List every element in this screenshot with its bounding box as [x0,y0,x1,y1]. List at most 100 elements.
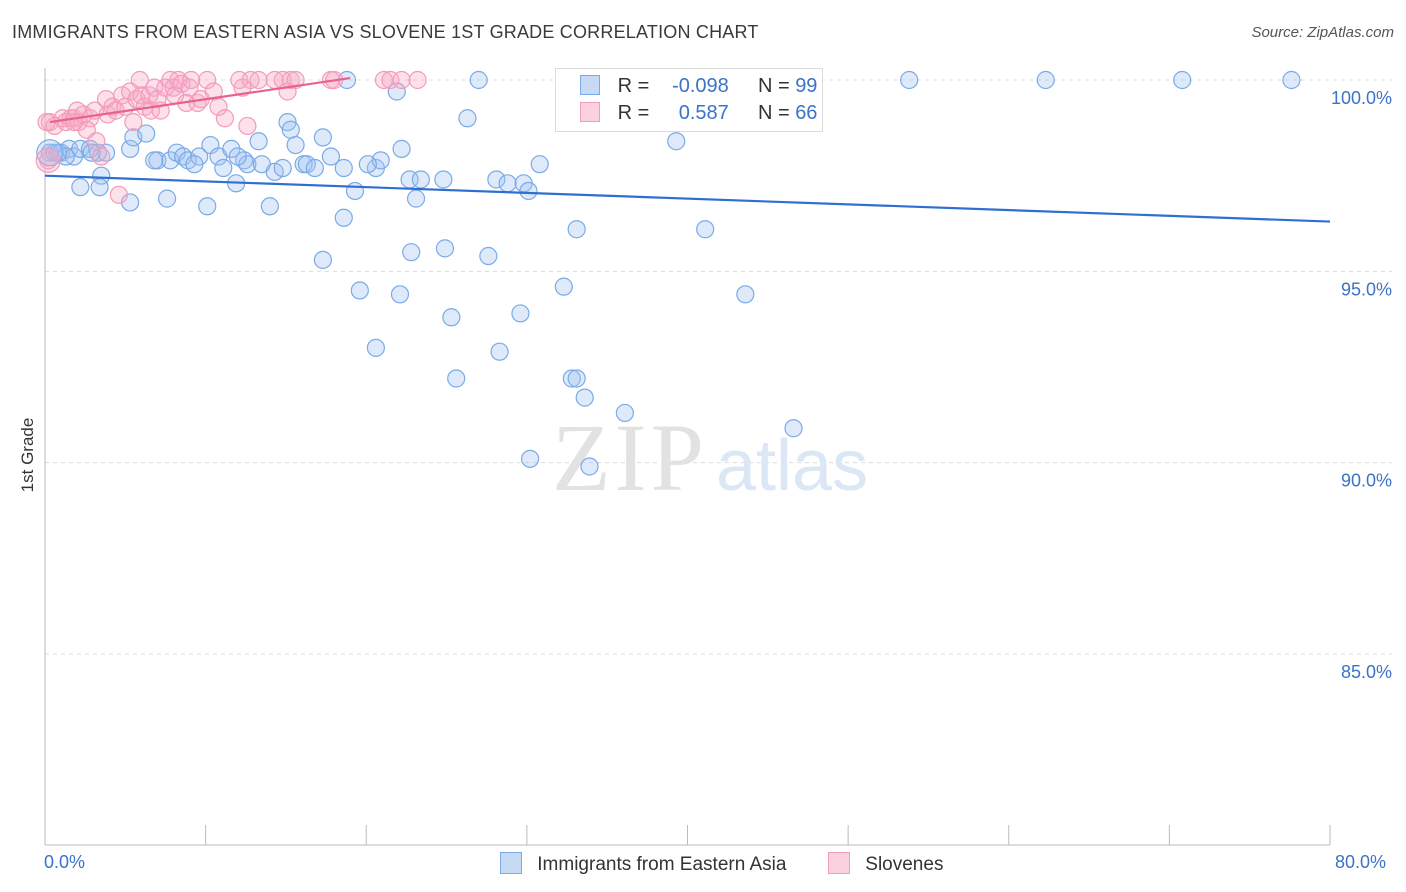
point-slovenes [198,70,217,90]
point-slovenes [87,132,106,151]
legend-n-label: N = [757,102,790,124]
point-eastern-asia [392,139,411,158]
point-eastern-asia [406,189,426,208]
point-eastern-asia [214,158,233,178]
point-slovenes [35,147,61,173]
point-slovenes [408,70,427,90]
point-eastern-asia [350,281,369,300]
point-eastern-asia [387,82,406,101]
bottom-legend-label-eastern-asia: Immigrants from Eastern Asia [537,854,787,875]
point-slovenes [92,147,111,166]
point-eastern-asia [137,124,156,143]
point-eastern-asia [402,243,421,262]
point-slovenes [64,112,84,132]
point-eastern-asia [736,285,755,304]
point-eastern-asia [511,304,530,323]
point-eastern-asia [479,246,498,266]
bottom-legend-swatch-eastern-asia [500,852,522,874]
trend-line-slovenes [49,76,351,124]
point-eastern-asia [784,419,803,438]
stats-legend: R = -0.098 N = 99 R = 0.587 N = 66 [555,68,823,132]
point-eastern-asia [519,181,538,201]
y-tick-labels: 100.0% 95.0% 90.0% 85.0% [1331,88,1392,682]
axes-layer [44,68,1331,846]
bottom-legend-eastern-asia[interactable]: Immigrants from Eastern Asia [500,852,786,876]
point-eastern-asia [490,342,509,361]
point-slovenes [374,70,394,90]
legend-row-eastern-asia: R = -0.098 N = 99 [580,75,817,101]
point-eastern-asia [313,250,332,269]
point-eastern-asia [121,139,140,158]
legend-r-value-eastern-asia: -0.098 [672,75,729,97]
point-eastern-asia [92,166,111,185]
point-slovenes [109,185,128,204]
bottom-legend-swatch-slovenes [828,852,850,874]
point-eastern-asia [575,388,594,407]
trend-layer [44,76,1331,223]
point-eastern-asia [157,189,177,208]
y-tick-label: 85.0% [1341,662,1392,682]
point-eastern-asia [447,369,466,388]
point-eastern-asia [82,143,101,162]
point-eastern-asia [71,178,90,197]
point-eastern-asia [321,147,341,166]
point-eastern-asia [36,139,64,167]
legend-n-value-eastern-asia: 99 [795,75,818,97]
point-eastern-asia [1173,70,1192,90]
points-layer [35,70,1301,476]
legend-swatch-slovenes [580,102,600,122]
point-eastern-asia [228,147,247,166]
point-eastern-asia [198,197,217,216]
point-eastern-asia [615,403,634,423]
point-eastern-asia [249,132,268,151]
point-slovenes [215,109,234,128]
point-eastern-asia [411,170,430,189]
point-eastern-asia [1036,70,1055,90]
bottom-legend-slovenes[interactable]: Slovenes [828,852,943,876]
point-slovenes [281,70,300,90]
point-eastern-asia [530,155,549,174]
watermark-atlas: atlas [716,426,868,506]
x-tick-label-left: 0.0% [44,852,86,872]
point-eastern-asia [305,158,324,178]
point-slovenes [124,112,143,132]
point-eastern-asia [487,170,506,189]
point-eastern-asia [145,151,164,170]
watermark-zip: ZIP [552,404,708,511]
point-eastern-asia [567,220,586,239]
legend-r-label: R = [617,102,650,124]
legend-r-value-slovenes: 0.587 [678,102,729,124]
point-eastern-asia [281,120,300,139]
y-tick-label: 90.0% [1341,471,1392,491]
point-slovenes [286,70,305,90]
point-eastern-asia [313,128,332,147]
point-eastern-asia [90,178,109,197]
point-eastern-asia [469,70,488,90]
point-eastern-asia [520,449,540,468]
y-tick-label: 95.0% [1341,279,1392,299]
point-eastern-asia [390,285,410,304]
legend-r-label: R = [617,75,650,97]
point-eastern-asia [345,181,365,201]
y-tick-label: 100.0% [1331,88,1392,108]
legend-n-label: N = [757,75,790,97]
point-eastern-asia [185,155,204,174]
bottom-legend-label-slovenes: Slovenes [865,854,944,875]
point-eastern-asia [286,135,305,155]
watermark: ZIP atlas [552,404,868,511]
point-eastern-asia [1282,70,1301,90]
point-eastern-asia [900,70,919,90]
point-eastern-asia [71,139,90,158]
point-eastern-asia [334,158,353,178]
point-eastern-asia [366,338,385,357]
point-slovenes [392,70,411,90]
point-slovenes [238,116,257,136]
chart-title: IMMIGRANTS FROM EASTERN ASIA VS SLOVENE … [12,22,759,42]
point-eastern-asia [334,208,353,227]
trend-line-eastern-asia [44,174,1331,223]
point-eastern-asia [458,109,477,128]
point-slovenes [180,78,199,97]
point-eastern-asia [567,369,586,388]
point-eastern-asia [696,220,715,239]
point-eastern-asia [434,170,453,189]
